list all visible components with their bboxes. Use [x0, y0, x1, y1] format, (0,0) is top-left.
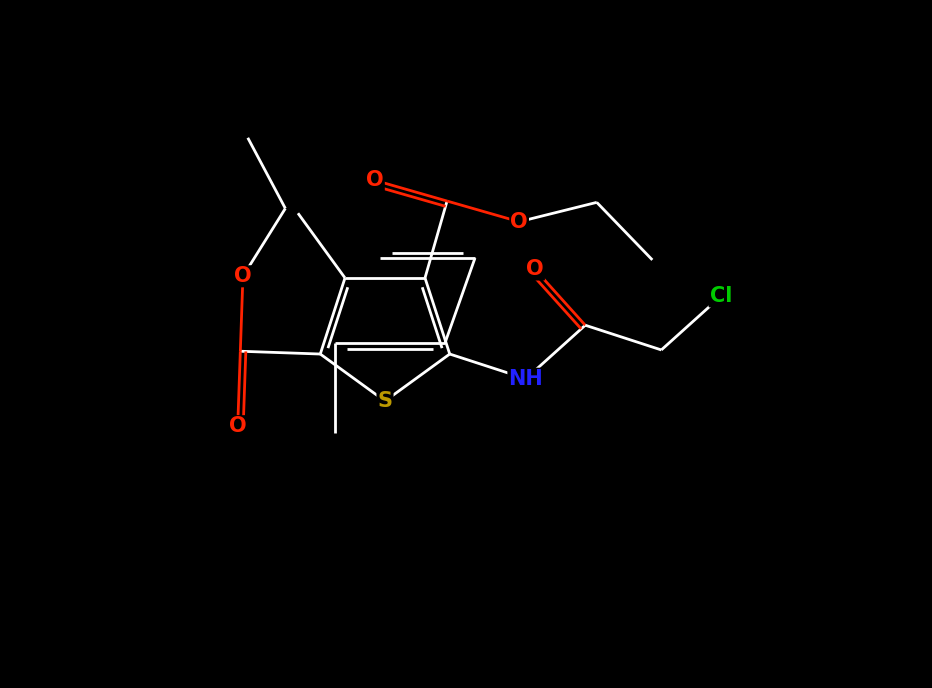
Text: O: O	[527, 259, 544, 279]
Text: O: O	[366, 171, 384, 191]
Text: S: S	[377, 391, 392, 411]
Text: O: O	[234, 266, 252, 286]
Text: O: O	[229, 416, 247, 436]
Text: NH: NH	[509, 369, 543, 389]
Text: O: O	[511, 212, 528, 232]
Text: Cl: Cl	[709, 286, 732, 306]
